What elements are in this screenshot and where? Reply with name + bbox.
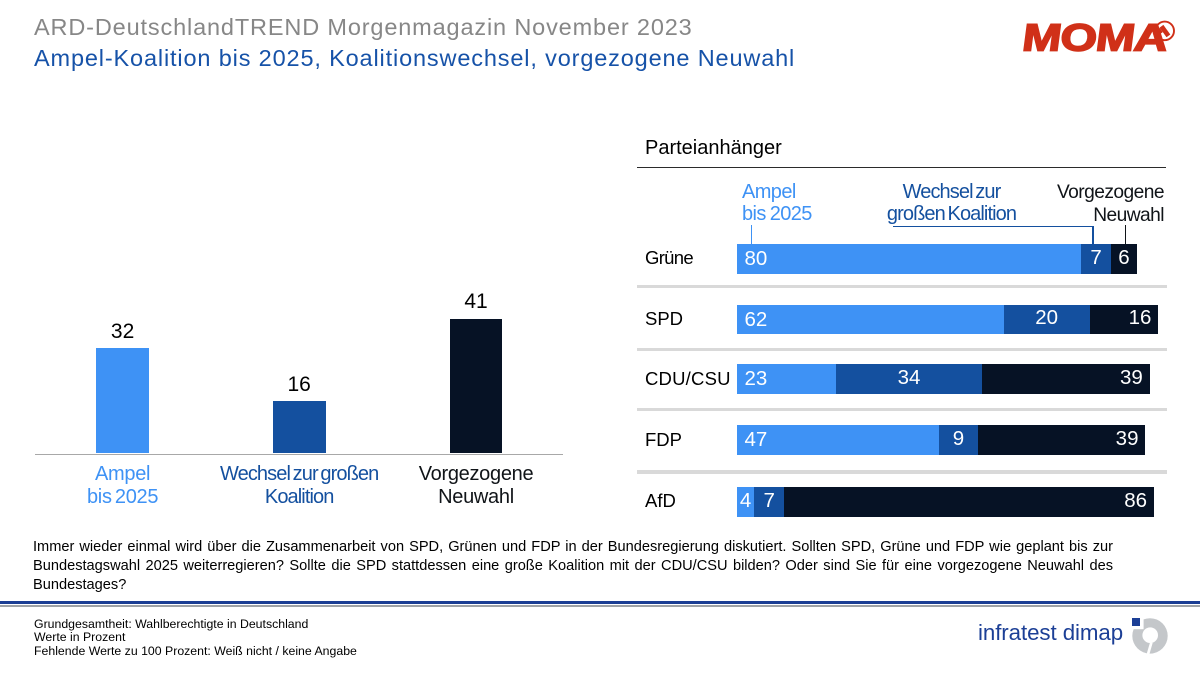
- svg-text:MOMA: MOMA: [1020, 17, 1169, 58]
